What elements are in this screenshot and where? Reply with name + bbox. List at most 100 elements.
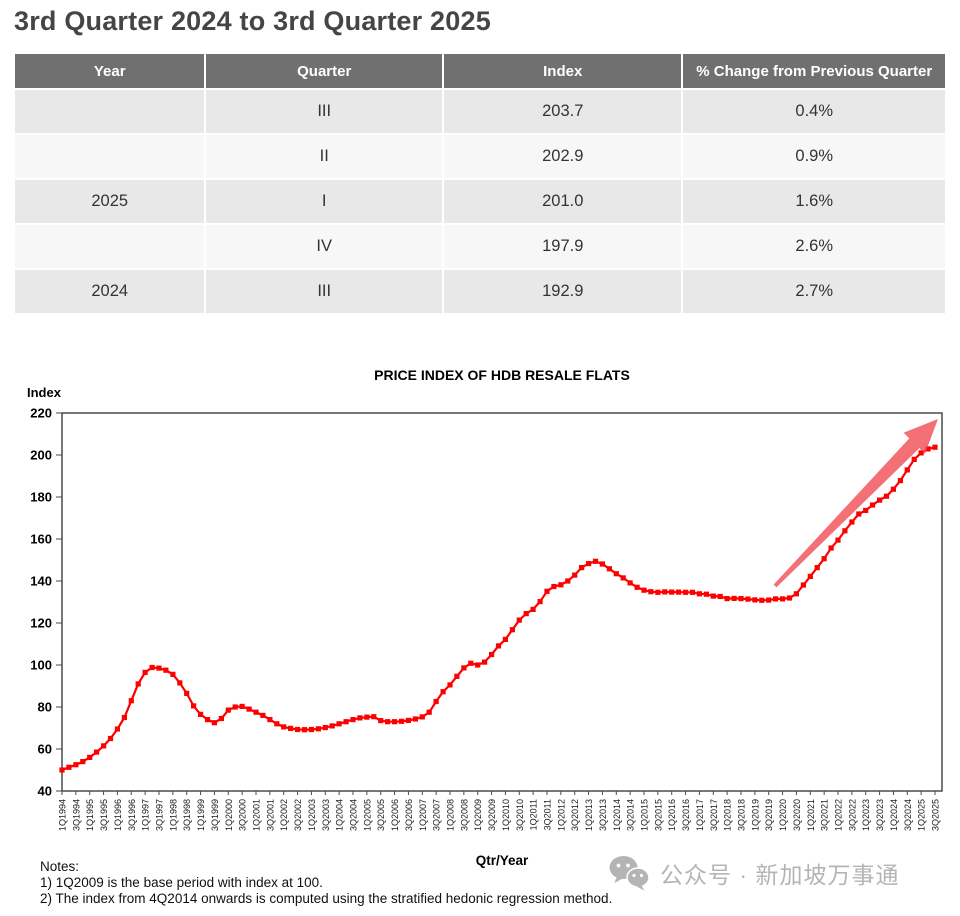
- svg-text:3Q2016: 3Q2016: [681, 799, 691, 831]
- svg-text:160: 160: [30, 532, 52, 547]
- svg-text:1Q2000: 1Q2000: [224, 799, 234, 831]
- table-row: II 202.9 0.9%: [15, 135, 945, 178]
- svg-text:1Q1994: 1Q1994: [58, 799, 68, 831]
- table-cell: 0.4%: [683, 90, 945, 133]
- svg-text:140: 140: [30, 574, 52, 589]
- svg-text:1Q2012: 1Q2012: [556, 799, 566, 831]
- svg-text:3Q2023: 3Q2023: [875, 799, 885, 831]
- svg-text:60: 60: [38, 742, 52, 757]
- note-line: 1) 1Q2009 is the base period with index …: [40, 875, 323, 890]
- chart-title: PRICE INDEX OF HDB RESALE FLATS: [374, 367, 630, 383]
- chart-notes: Notes: 1) 1Q2009 is the base period with…: [40, 859, 612, 907]
- svg-text:1Q1998: 1Q1998: [168, 799, 178, 831]
- svg-text:1Q2018: 1Q2018: [723, 799, 733, 831]
- svg-text:3Q2010: 3Q2010: [515, 799, 525, 831]
- svg-text:3Q1995: 3Q1995: [99, 799, 109, 831]
- y-axis-title: Index: [27, 385, 62, 400]
- svg-text:180: 180: [30, 490, 52, 505]
- x-axis: 1Q1994 3Q1994 1Q1995 3Q1995 1Q1996 3Q1996 1Q19…: [58, 791, 941, 831]
- svg-text:3Q2009: 3Q2009: [487, 799, 497, 831]
- svg-text:1Q2022: 1Q2022: [834, 799, 844, 831]
- svg-text:3Q2007: 3Q2007: [432, 799, 442, 831]
- svg-text:3Q2017: 3Q2017: [709, 799, 719, 831]
- watermark: 公众号 · 新加坡万事通: [608, 855, 899, 891]
- svg-text:1Q2024: 1Q2024: [889, 799, 899, 831]
- svg-text:3Q2025: 3Q2025: [931, 799, 941, 831]
- wechat-icon: [609, 856, 650, 891]
- svg-text:1Q1997: 1Q1997: [141, 799, 151, 831]
- svg-text:1Q1999: 1Q1999: [196, 799, 206, 831]
- table-header-row: Year Quarter Index % Change from Previou…: [15, 54, 945, 88]
- svg-text:3Q1996: 3Q1996: [127, 799, 137, 831]
- table-cell: III: [206, 90, 443, 133]
- table-cell: [15, 90, 205, 133]
- svg-text:1Q2019: 1Q2019: [750, 799, 760, 831]
- svg-text:3Q2022: 3Q2022: [847, 799, 857, 831]
- svg-text:1Q2015: 1Q2015: [640, 799, 650, 831]
- table-cell: III: [206, 270, 443, 313]
- table-cell: [15, 225, 205, 268]
- svg-text:3Q2004: 3Q2004: [349, 799, 359, 831]
- table-cell: IV: [206, 225, 443, 268]
- svg-text:1Q2021: 1Q2021: [806, 799, 816, 831]
- svg-text:3Q2024: 3Q2024: [903, 799, 913, 831]
- svg-text:1Q2016: 1Q2016: [667, 799, 677, 831]
- watermark-text: 公众号 · 新加坡万事通: [660, 862, 900, 888]
- col-header-quarter: Quarter: [206, 54, 443, 88]
- svg-text:1Q2011: 1Q2011: [529, 799, 539, 830]
- svg-text:3Q2005: 3Q2005: [376, 799, 386, 831]
- svg-text:1Q2007: 1Q2007: [418, 799, 428, 831]
- svg-text:1Q2014: 1Q2014: [612, 799, 622, 831]
- svg-text:3Q2012: 3Q2012: [570, 799, 580, 831]
- svg-text:1Q2005: 1Q2005: [362, 799, 372, 831]
- svg-text:1Q2013: 1Q2013: [584, 799, 594, 831]
- svg-text:3Q2000: 3Q2000: [238, 799, 248, 831]
- svg-text:3Q2014: 3Q2014: [626, 799, 636, 831]
- table-cell: 197.9: [444, 225, 682, 268]
- svg-text:3Q2008: 3Q2008: [459, 799, 469, 831]
- table-cell: 2.6%: [683, 225, 945, 268]
- svg-text:1Q2020: 1Q2020: [778, 799, 788, 831]
- table-row: III 203.7 0.4%: [15, 90, 945, 133]
- svg-text:80: 80: [38, 700, 52, 715]
- svg-text:3Q2006: 3Q2006: [404, 799, 414, 831]
- svg-text:1Q2003: 1Q2003: [307, 799, 317, 831]
- svg-text:1Q2006: 1Q2006: [390, 799, 400, 831]
- table-row: 2025 I 201.0 1.6%: [15, 180, 945, 223]
- svg-text:1Q2010: 1Q2010: [501, 799, 511, 831]
- notes-label: Notes:: [40, 859, 80, 874]
- note-line: 2) The index from 4Q2014 onwards is comp…: [40, 891, 613, 906]
- x-axis-title: Qtr/Year: [475, 853, 529, 868]
- svg-text:200: 200: [30, 448, 52, 463]
- svg-text:3Q1997: 3Q1997: [155, 799, 165, 831]
- price-index-line: [61, 446, 936, 772]
- table-row: IV 197.9 2.6%: [15, 225, 945, 268]
- plot-border: [61, 412, 943, 792]
- svg-text:1Q2002: 1Q2002: [279, 799, 289, 831]
- svg-text:3Q2020: 3Q2020: [792, 799, 802, 831]
- svg-text:3Q2013: 3Q2013: [598, 799, 608, 831]
- price-index-chart: PRICE INDEX OF HDB RESALE FLATS Index 40 60…: [27, 367, 943, 831]
- y-axis: 40 60 80 100 120 140 160 180 200 220: [30, 406, 62, 799]
- svg-text:120: 120: [30, 616, 52, 631]
- svg-text:3Q1999: 3Q1999: [210, 799, 220, 831]
- table-cell: 0.9%: [683, 135, 945, 178]
- svg-text:40: 40: [38, 784, 52, 799]
- quarterly-index-table: Year Quarter Index % Change from Previou…: [13, 52, 947, 315]
- svg-text:3Q2003: 3Q2003: [321, 799, 331, 831]
- svg-text:1Q2025: 1Q2025: [917, 799, 927, 831]
- svg-text:1Q1996: 1Q1996: [113, 799, 123, 831]
- table-cell: 192.9: [444, 270, 682, 313]
- svg-text:3Q1998: 3Q1998: [182, 799, 192, 831]
- svg-text:220: 220: [30, 406, 52, 421]
- table-cell: 1.6%: [683, 180, 945, 223]
- page-title: 3rd Quarter 2024 to 3rd Quarter 2025: [14, 6, 491, 36]
- table-cell: II: [206, 135, 443, 178]
- svg-text:3Q2018: 3Q2018: [737, 799, 747, 831]
- col-header-index: Index: [444, 54, 682, 88]
- svg-text:1Q2023: 1Q2023: [861, 799, 871, 831]
- data-point-markers: [59, 444, 938, 773]
- table-cell: 2024: [15, 270, 205, 313]
- svg-text:3Q2015: 3Q2015: [653, 799, 663, 831]
